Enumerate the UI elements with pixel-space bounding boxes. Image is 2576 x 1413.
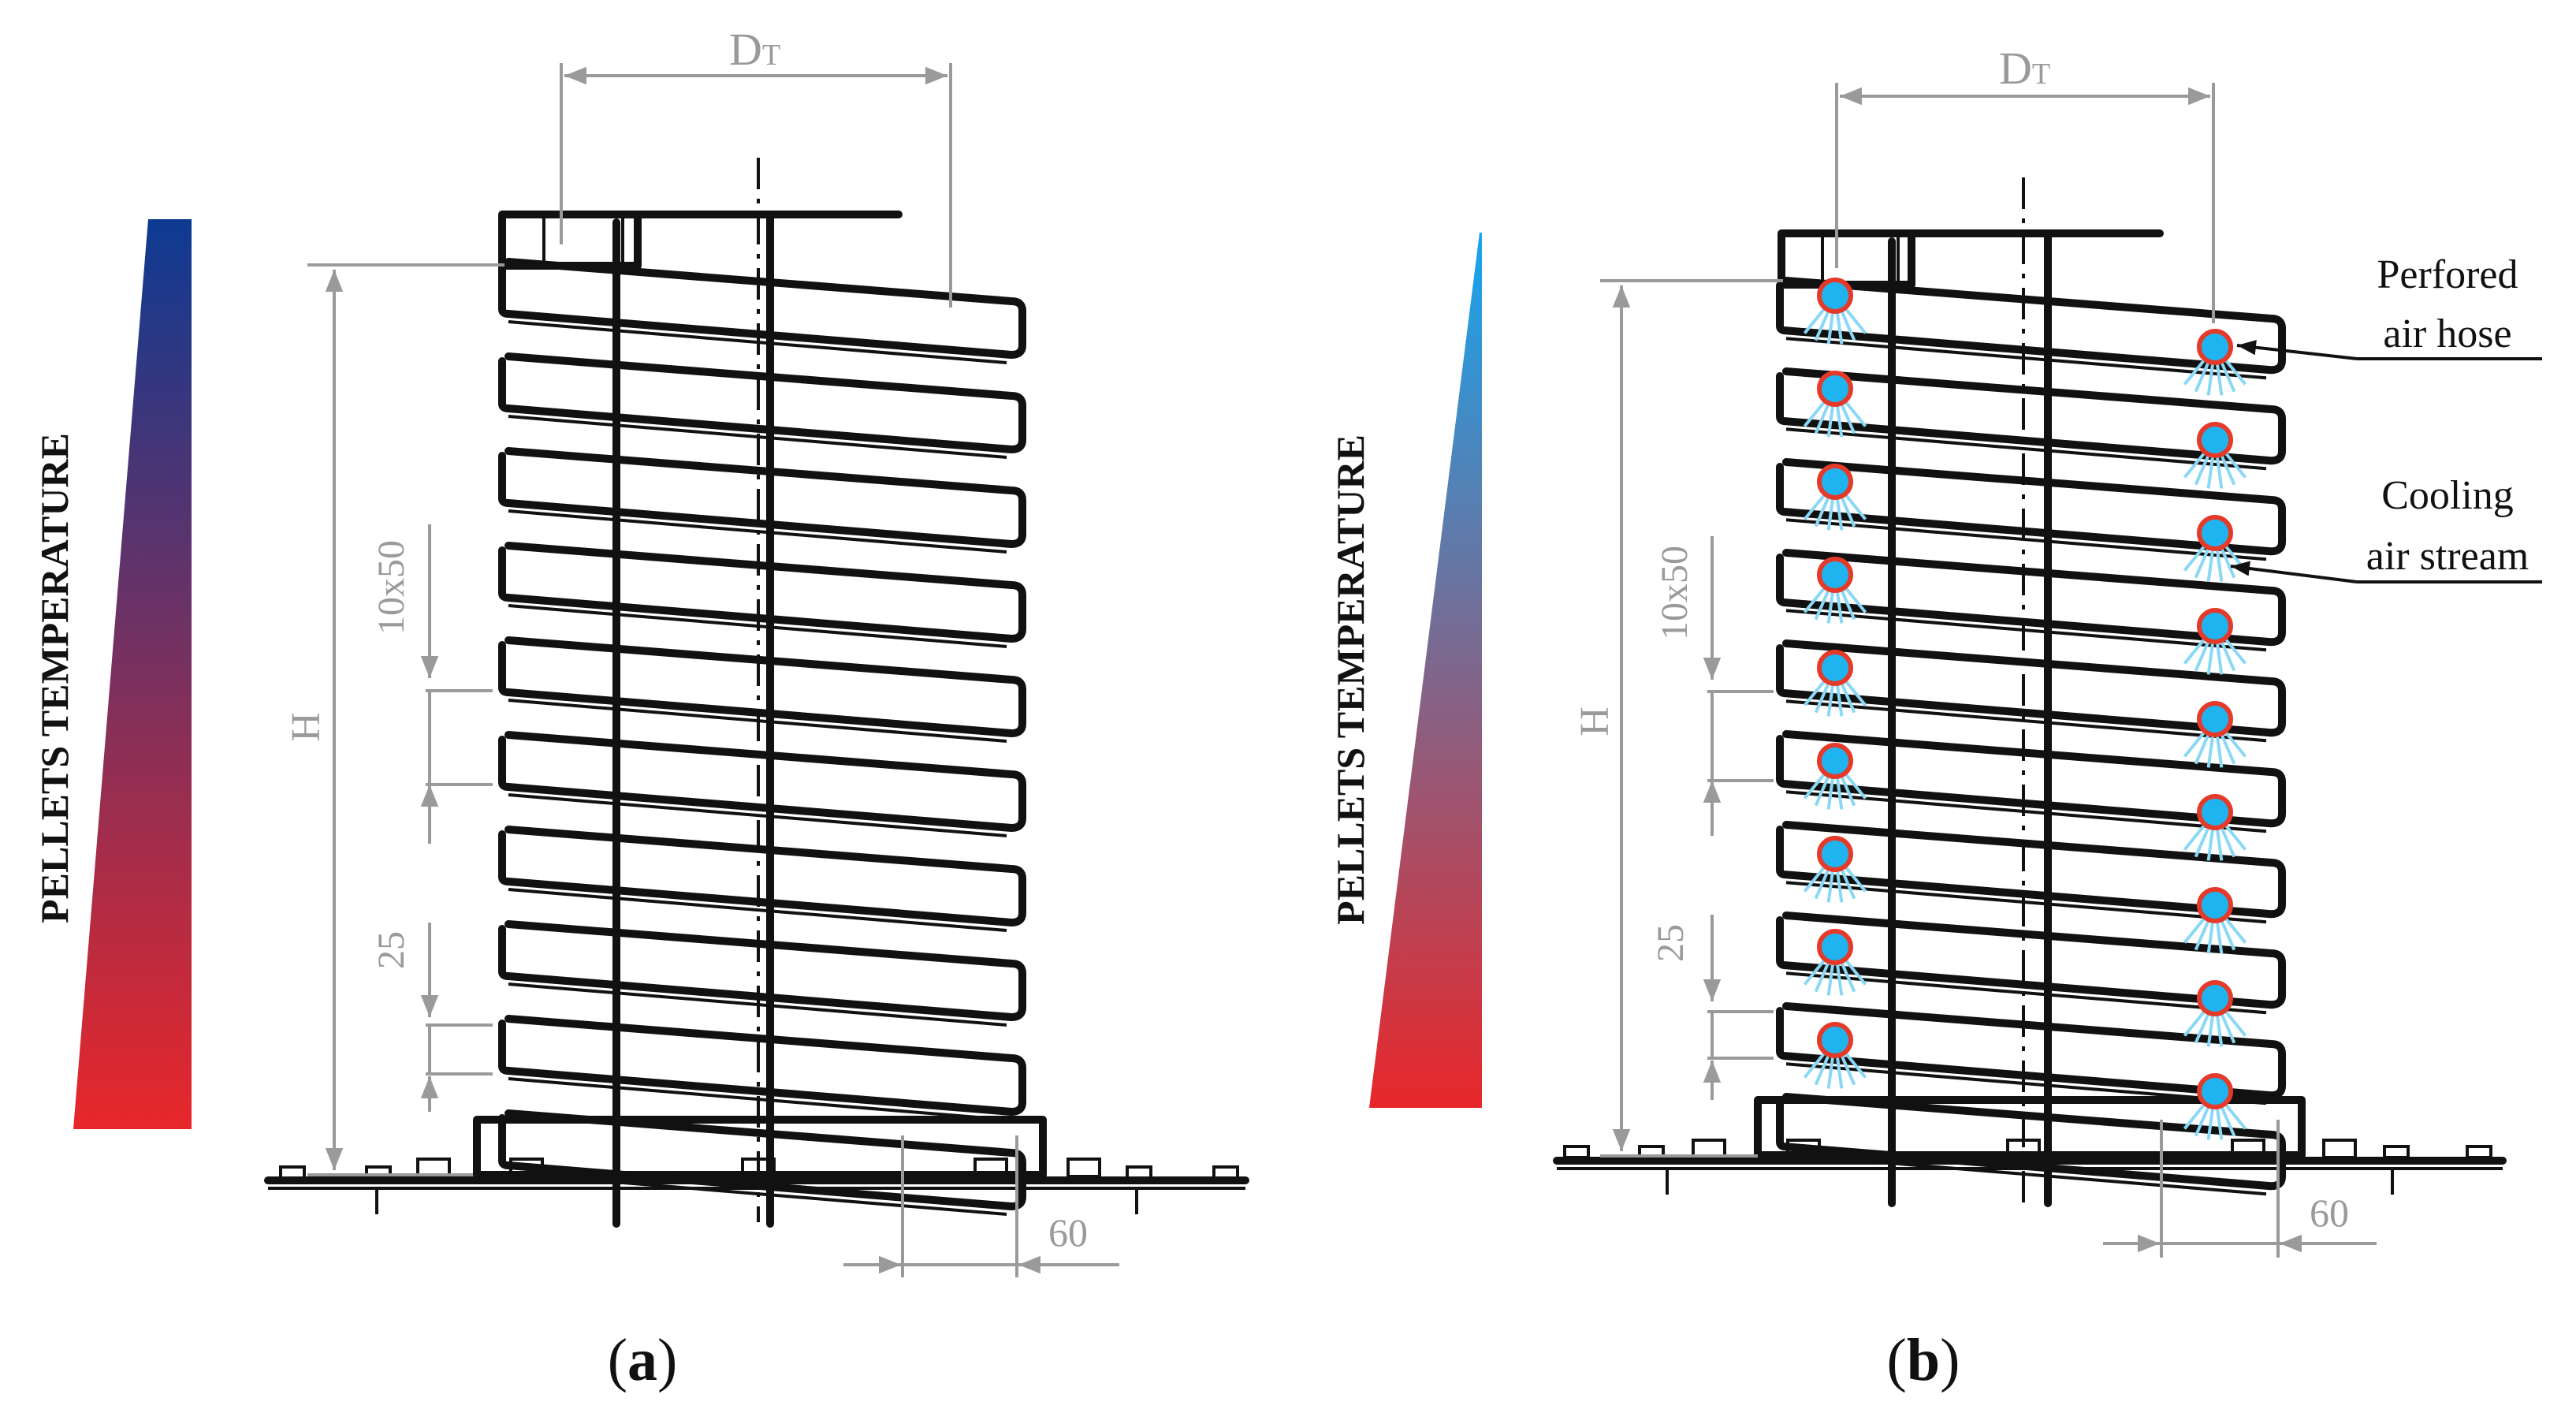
coil-turn [1776,1002,2286,1100]
nozzle [1803,464,1867,531]
nozzle-head [1817,371,1853,407]
width-label: 60 [1048,1210,1088,1255]
coil-turn [498,258,1026,359]
nozzle-head [1817,557,1853,593]
nozzle-head [1817,1022,1853,1058]
coil-turn [498,1015,1026,1116]
coil-turn [1776,458,2286,556]
nozzle-head [1817,743,1853,779]
gap-label: 25 [1650,924,1692,962]
coil-turn [1776,912,2286,1009]
nozzle [1803,557,1867,624]
coil-turn [498,1109,1026,1210]
caption-a: (a) [608,1327,678,1393]
nozzle [2183,887,2247,954]
coil-turn [1776,639,2286,737]
panel-a: PELLETS TEMPERATURE [32,24,1249,1393]
diameter-label: DT [1999,43,2050,94]
stream-label-line2: air stream [2366,534,2529,579]
nozzle [2183,608,2247,675]
coil-turn [1776,367,2286,465]
nozzle [1803,743,1867,810]
coil-turn [498,447,1026,548]
nozzle-head [1817,650,1853,686]
coil-turn [498,920,1026,1021]
caption-b: (b) [1887,1327,1960,1393]
coil-turn [1776,730,2286,828]
nozzle [2183,980,2247,1047]
coil-edge [1785,427,2267,471]
stream-label-line1: Cooling [2381,473,2514,518]
nozzle-head [2197,515,2233,551]
nozzle-head [2197,422,2233,458]
coil-turn [498,826,1026,926]
nozzle [2183,515,2247,582]
temperature-gradient-wedge [1369,233,1482,1108]
coil-edge [1785,790,2267,833]
nozzle-head [2197,1073,2233,1109]
coil-turn [1776,277,2286,375]
coil-turn [498,731,1026,832]
nozzle-head [2197,329,2233,365]
nozzle [1803,278,1867,345]
pellets-temperature-label: PELLETS TEMPERATURE [32,433,76,923]
width-label: 60 [2310,1191,2349,1235]
coil-turn [1776,549,2286,647]
dimensions-a: DT H 10x50 25 60 [284,24,1119,1277]
nozzle-head [1817,836,1853,872]
pellets-temperature-label: PELLETS TEMPERATURE [1328,434,1372,925]
nozzle-head [1817,929,1853,965]
nozzle-head [2197,887,2233,923]
nozzle [2183,701,2247,768]
nozzle-head [2197,701,2233,737]
coil-edge [1785,1153,2267,1196]
coil-edge [1785,1062,2267,1105]
helical-coil [498,211,1026,1228]
nozzle [2183,329,2247,396]
coil-edge [508,888,1007,932]
nozzle-head [1817,278,1853,314]
pitch-label: 10x50 [370,540,412,635]
coil-turn [498,352,1026,453]
annotations-b: Perfored air hose Cooling air stream [2230,252,2542,583]
nozzle-head [1817,464,1853,500]
coil-edge [1785,609,2267,652]
panel-b: PELLETS TEMPERATURE [1328,43,2542,1393]
coil-edge [1785,971,2267,1015]
height-label: H [284,712,329,742]
temperature-gradient-wedge [73,219,192,1129]
hose-label-line1: Perfored [2377,252,2518,297]
nozzle [2183,794,2247,861]
nozzle [1803,836,1867,903]
nozzle-head [2197,794,2233,830]
coil-turn [498,542,1026,643]
coil-turn [498,636,1026,737]
nozzle-head [2197,980,2233,1016]
coil-edge [1785,881,2267,924]
gap-label: 25 [370,931,412,969]
height-label: H [1573,706,1617,736]
coil-edge [508,793,1007,837]
nozzle [1803,929,1867,996]
feed-inlet [498,211,903,270]
coil-edge [1785,518,2267,561]
nozzle [2183,1073,2247,1140]
dimensions-b: DT H 10x50 25 60 [1573,43,2377,1258]
coil-edge [1785,337,2267,380]
hose-label-line2: air hose [2383,311,2511,356]
pitch-label: 10x50 [1654,546,1696,640]
diameter-label: DT [729,24,780,75]
nozzle [2183,422,2247,489]
coil-turn [1776,821,2286,919]
nozzle [1803,371,1867,438]
nozzle-head [2197,608,2233,644]
coil-edge [1785,699,2267,743]
air-nozzles [1803,278,2247,1140]
nozzle [1803,1022,1867,1089]
nozzle [1803,650,1867,717]
